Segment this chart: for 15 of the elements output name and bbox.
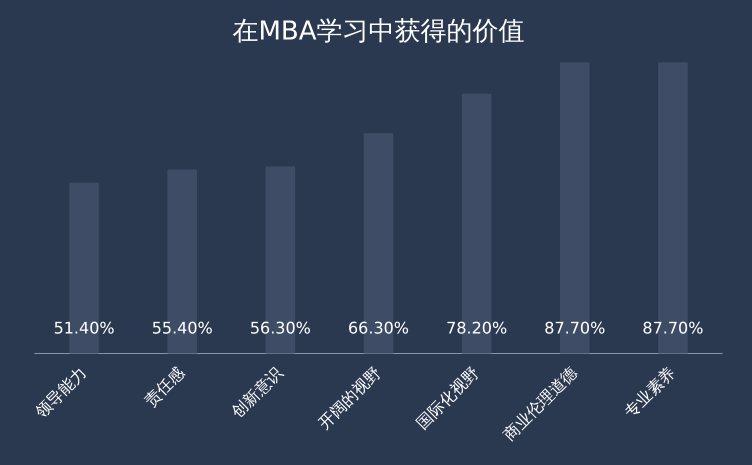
x-tick-label: 专业素养 xyxy=(620,364,679,422)
x-tick-label: 国际化视野 xyxy=(413,364,483,433)
x-tick-label: 开阔的视野 xyxy=(315,364,384,433)
x-tick-label: 领导能力 xyxy=(32,364,90,422)
x-tick-label: 创新意识 xyxy=(228,364,286,422)
chart-title: 在MBA学习中获得的价值 xyxy=(232,16,525,46)
data-label: 66.30% xyxy=(348,318,410,338)
x-tick-label: 商业伦理道德 xyxy=(500,364,581,444)
x-tick-label: 责任感 xyxy=(141,364,188,410)
data-label: 55.40% xyxy=(152,318,213,338)
data-label: 78.20% xyxy=(446,318,508,338)
data-label: 87.70% xyxy=(642,318,704,338)
data-label: 87.70% xyxy=(544,318,606,338)
data-label: 56.30% xyxy=(250,318,311,338)
data-label: 51.40% xyxy=(54,318,115,338)
